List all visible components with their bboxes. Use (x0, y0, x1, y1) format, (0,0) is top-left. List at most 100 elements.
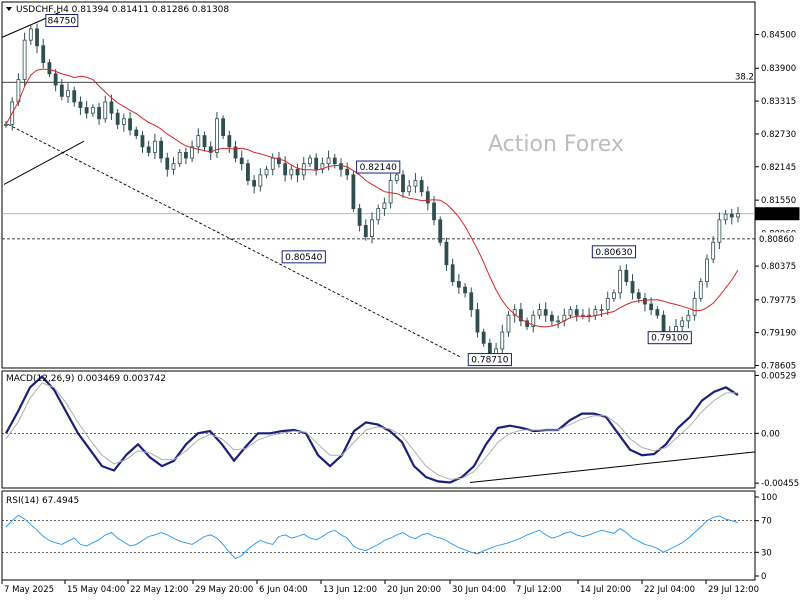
price-y-tick-label: 0.83315 (761, 97, 796, 107)
current-price-tag-box (755, 207, 800, 221)
candle-body (425, 191, 430, 204)
candle (165, 152, 170, 177)
price-annotation-label: 84750 (48, 17, 77, 27)
candle (345, 162, 350, 181)
x-axis-tick-label: 29 May 20:00 (195, 585, 253, 595)
candle (152, 133, 157, 160)
candle-body (401, 174, 405, 193)
candle-body (370, 219, 374, 238)
lower-trend-line (3, 140, 85, 185)
price-y-tick-label: 0.83900 (761, 64, 796, 74)
candle-body (264, 168, 269, 176)
candle-body (84, 107, 89, 114)
candle-body (661, 314, 666, 333)
price-annotation-box (356, 160, 401, 174)
candle-body (729, 213, 734, 218)
candle (221, 115, 226, 139)
candle-body (314, 157, 319, 170)
dropdown-triangle-icon (6, 7, 12, 11)
candle-body (475, 309, 480, 333)
rsi-y-tick-label: 0 (761, 572, 766, 582)
support-price-tag-box (755, 232, 800, 246)
candle (115, 109, 120, 130)
candle (314, 153, 319, 176)
candle-body (618, 269, 623, 294)
candle (121, 113, 126, 132)
macd-panel (1, 370, 756, 489)
candle (612, 289, 616, 302)
x-axis-tick-label: 6 Jun 04:00 (259, 585, 308, 595)
price-annotation: 0.79100 (647, 331, 692, 345)
candle-body (388, 180, 393, 204)
candle (103, 95, 108, 123)
x-axis-tick-label: 14 Jul 20:00 (580, 585, 631, 595)
candle-body (233, 146, 238, 159)
candle-body (239, 157, 244, 165)
candle (363, 219, 368, 241)
price-y-tick-label: 0.84500 (761, 31, 796, 41)
candle (705, 254, 709, 288)
candle (109, 94, 114, 120)
candle (450, 258, 455, 286)
candle-body (140, 135, 145, 148)
candle (90, 104, 95, 117)
candle-body (159, 140, 163, 159)
candle (518, 302, 523, 327)
candle (227, 130, 232, 153)
candle (624, 264, 629, 286)
fib-level-label: 38.2 (735, 72, 754, 82)
candle-body (680, 320, 685, 327)
candle (425, 186, 430, 211)
candle-body (72, 90, 77, 103)
candle-body (183, 152, 188, 159)
price-annotation-box (647, 331, 692, 345)
rsi-title: RSI(14) 67.4945 (6, 496, 79, 506)
candle-body (283, 163, 288, 176)
candle (456, 274, 461, 294)
candle (146, 140, 151, 157)
candle-body (537, 309, 542, 316)
price-y-tick-label: 0.79775 (761, 296, 796, 306)
candle (308, 154, 312, 168)
candle-body (28, 28, 33, 41)
candle (339, 158, 343, 177)
candle (531, 310, 536, 333)
candle (264, 165, 269, 179)
candle (140, 130, 145, 153)
candle-body (4, 123, 8, 126)
x-axis-tick-label: 29 Jul 12:00 (708, 585, 759, 595)
candle (723, 210, 728, 225)
candle (35, 23, 39, 54)
candle-body (605, 297, 610, 311)
candle (618, 265, 623, 299)
price-annotation: 0.80540 (281, 250, 326, 264)
x-axis-tick-label: 22 May 12:00 (130, 585, 188, 595)
candle (128, 112, 132, 136)
candle (370, 212, 374, 244)
candle (500, 324, 505, 356)
candle (159, 137, 163, 163)
macd-y-tick-label: -0.004557 (761, 479, 800, 489)
candle-body (246, 163, 250, 181)
candle (215, 112, 219, 158)
price-y-tick-label: 0.81550 (761, 196, 796, 206)
price-annotation: 0.80630 (591, 245, 637, 259)
candle-body (41, 45, 46, 64)
x-axis-tick-label: 22 Jul 04:00 (644, 585, 695, 595)
candle (444, 237, 449, 271)
candle-body (221, 118, 226, 137)
x-axis-tick-label: 20 Jun 20:00 (387, 585, 441, 595)
candle-body (636, 292, 641, 299)
candle (326, 150, 331, 171)
candle-body (47, 62, 52, 75)
x-axis-tick-label: 7 May 2025 (4, 585, 54, 595)
chart-title: USDCHF,H4 0.81394 0.81411 0.81286 0.8130… (6, 5, 229, 15)
price-annotation-label: 0.82140 (360, 163, 397, 173)
candle (407, 180, 412, 196)
candle (295, 163, 300, 183)
candle-body (413, 180, 418, 187)
candle-body (53, 73, 58, 86)
candle (463, 283, 467, 298)
candle-body (227, 135, 232, 148)
candle (549, 311, 554, 326)
